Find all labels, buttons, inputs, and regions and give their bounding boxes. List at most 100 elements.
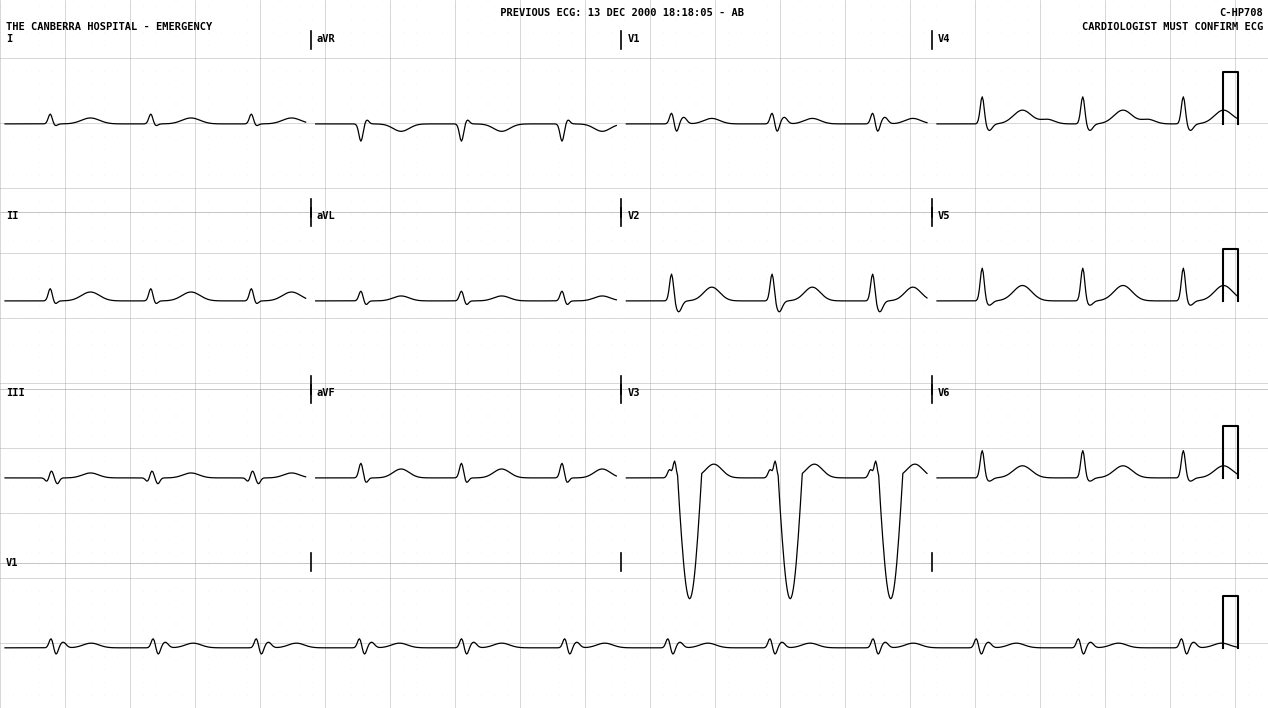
Point — [549, 261, 569, 272]
Point — [757, 637, 777, 649]
Point — [809, 377, 829, 389]
Point — [1146, 156, 1167, 168]
Point — [510, 156, 530, 168]
Point — [718, 468, 738, 479]
Point — [1017, 338, 1037, 350]
Point — [861, 611, 881, 622]
Point — [81, 91, 101, 103]
Point — [262, 247, 283, 258]
Point — [1250, 118, 1268, 129]
Point — [1121, 222, 1141, 233]
Point — [133, 247, 153, 258]
Point — [107, 208, 127, 219]
Point — [770, 26, 790, 38]
Point — [1069, 468, 1089, 479]
Point — [913, 390, 933, 401]
Point — [1212, 312, 1232, 324]
Point — [886, 156, 907, 168]
Point — [237, 338, 257, 350]
Point — [29, 377, 49, 389]
Point — [484, 390, 505, 401]
Point — [237, 572, 257, 583]
Point — [0, 91, 10, 103]
Point — [146, 208, 166, 219]
Point — [757, 104, 777, 115]
Point — [1094, 637, 1115, 649]
Point — [574, 326, 595, 337]
Point — [1082, 637, 1102, 649]
Point — [1094, 351, 1115, 362]
Point — [653, 547, 673, 558]
Point — [601, 130, 621, 142]
Point — [1004, 183, 1025, 194]
Point — [198, 442, 218, 454]
Point — [640, 351, 661, 362]
Point — [16, 572, 37, 583]
Point — [68, 351, 89, 362]
Point — [1173, 195, 1193, 207]
Point — [744, 338, 765, 350]
Point — [744, 494, 765, 506]
Point — [757, 404, 777, 415]
Point — [262, 26, 283, 38]
Point — [782, 442, 803, 454]
Point — [81, 404, 101, 415]
Point — [172, 651, 193, 662]
Point — [978, 79, 998, 90]
Point — [1250, 651, 1268, 662]
Point — [0, 651, 10, 662]
Point — [510, 416, 530, 428]
Point — [1069, 338, 1089, 350]
Point — [210, 416, 231, 428]
Point — [1004, 222, 1025, 233]
Point — [42, 118, 62, 129]
Point — [1212, 40, 1232, 51]
Point — [133, 533, 153, 544]
Point — [146, 663, 166, 675]
Point — [1212, 234, 1232, 246]
Point — [445, 455, 465, 467]
Point — [1004, 261, 1025, 272]
Point — [1160, 365, 1181, 376]
Point — [886, 429, 907, 440]
Point — [55, 183, 75, 194]
Point — [237, 702, 257, 708]
Point — [1238, 598, 1258, 610]
Point — [1225, 351, 1245, 362]
Point — [0, 286, 10, 297]
Point — [237, 586, 257, 597]
Point — [1146, 351, 1167, 362]
Point — [640, 455, 661, 467]
Point — [626, 169, 647, 181]
Point — [809, 481, 829, 493]
Point — [185, 598, 205, 610]
Point — [158, 494, 179, 506]
Point — [1042, 183, 1063, 194]
Point — [718, 195, 738, 207]
Point — [705, 429, 725, 440]
Point — [16, 130, 37, 142]
Point — [926, 26, 946, 38]
Point — [834, 273, 855, 285]
Point — [1069, 13, 1089, 25]
Point — [1225, 65, 1245, 76]
Point — [886, 663, 907, 675]
Point — [172, 130, 193, 142]
Point — [1069, 40, 1089, 51]
Point — [328, 533, 349, 544]
Point — [522, 222, 543, 233]
Point — [653, 663, 673, 675]
Point — [237, 183, 257, 194]
Point — [692, 533, 713, 544]
Point — [172, 40, 193, 51]
Point — [1004, 40, 1025, 51]
Point — [341, 533, 361, 544]
Point — [1225, 326, 1245, 337]
Point — [1056, 572, 1077, 583]
Point — [224, 91, 245, 103]
Point — [302, 365, 322, 376]
Point — [3, 195, 23, 207]
Text: V1: V1 — [6, 558, 19, 568]
Point — [757, 79, 777, 90]
Point — [782, 26, 803, 38]
